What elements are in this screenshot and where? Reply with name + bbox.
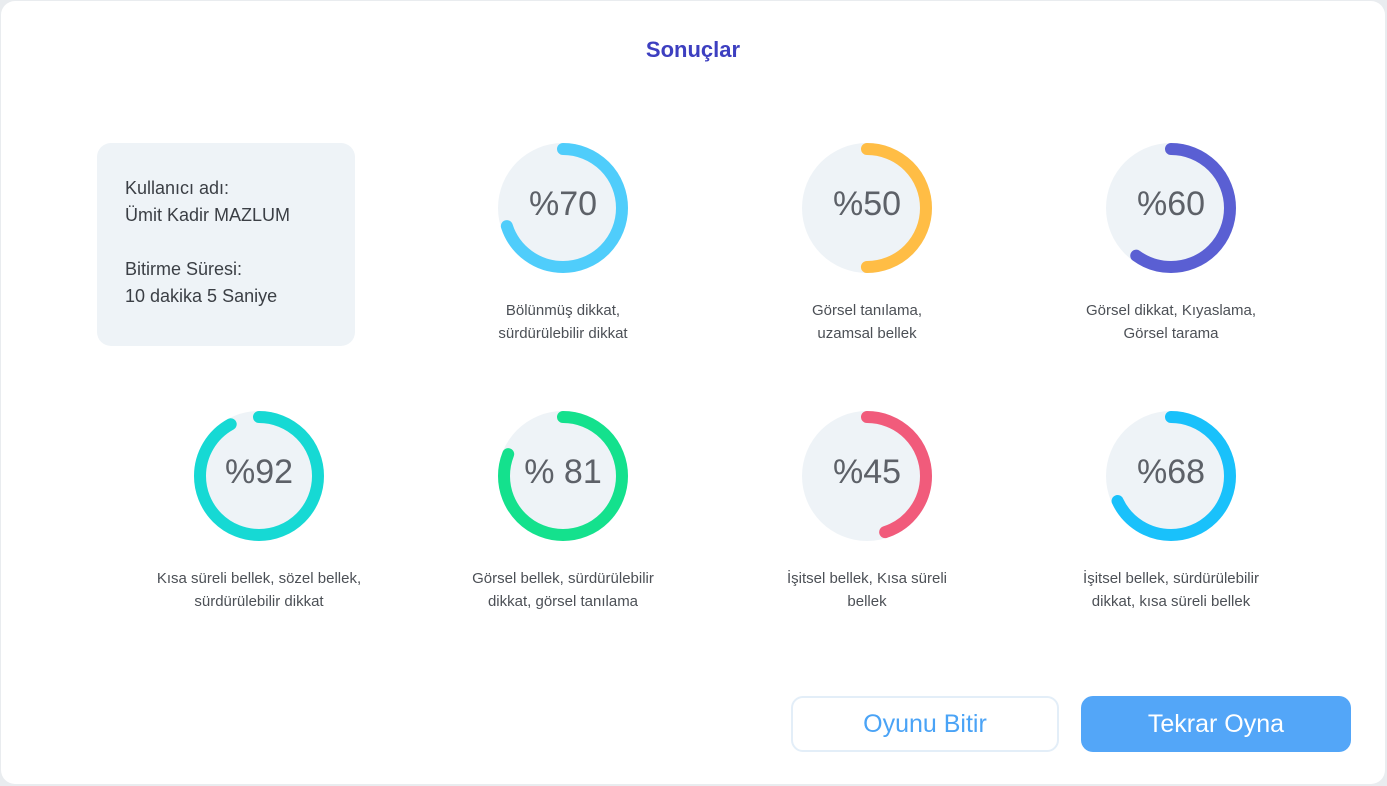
skill-description: İşitsel bellek, sürdürülebilir dikkat, k…	[1041, 567, 1301, 613]
gauge-track	[1106, 143, 1236, 273]
skill-description: Bölünmüş dikkat, sürdürülebilir dikkat	[433, 299, 693, 345]
skill-description-line: Görsel tarama	[1123, 325, 1219, 342]
gauge-track	[194, 411, 324, 541]
skill-description-line: Görsel bellek, sürdürülebilir	[472, 570, 654, 587]
skill-description: Görsel tanılama, uzamsal bellek	[737, 299, 997, 345]
username-value: Ümit Kadir MAZLUM	[125, 205, 291, 225]
finish-time-value: 10 dakika 5 Saniye	[125, 286, 278, 306]
skill-description: Kısa süreli bellek, sözel bellek, sürdür…	[129, 567, 389, 613]
progress-ring	[1106, 411, 1236, 541]
skill-description-line: dikkat, görsel tanılama	[487, 593, 639, 610]
progress-arc	[1106, 411, 1236, 541]
skill-description-line: Kısa süreli bellek, sözel bellek,	[156, 570, 362, 587]
progress-ring	[194, 411, 324, 541]
finish-time-label: Bitirme Süresi:	[125, 259, 243, 279]
score-gauge: %50 Görsel tanılama, uzamsal bellek	[737, 141, 997, 345]
score-gauge: % 81 Görsel bellek, sürdürülebilir dikka…	[433, 409, 693, 613]
skill-description: İşitsel bellek, Kısa süreli bellek	[737, 567, 997, 613]
progress-ring	[802, 411, 932, 541]
gauge-track	[802, 143, 932, 273]
page-title: Sonuçlar	[645, 37, 741, 62]
score-percent: %60	[1136, 185, 1206, 223]
skill-description-line: bellek	[847, 593, 887, 610]
progress-arc	[498, 411, 628, 541]
username-label: Kullanıcı adı:	[125, 178, 230, 198]
play-again-button[interactable]: Tekrar Oyna	[1081, 696, 1351, 752]
progress-ring	[802, 143, 932, 273]
score-percent: %45	[832, 453, 902, 491]
skill-description-line: Görsel dikkat, Kıyaslama,	[1085, 302, 1257, 319]
score-percent: %92	[224, 453, 294, 491]
score-percent: % 81	[524, 453, 602, 491]
skill-description-line: uzamsal bellek	[817, 325, 917, 342]
gauge-track	[498, 411, 628, 541]
progress-ring	[1106, 143, 1236, 273]
skill-description-line: sürdürülebilir dikkat	[498, 325, 628, 342]
gauge-track	[802, 411, 932, 541]
score-gauge: %92 Kısa süreli bellek, sözel bellek, sü…	[129, 409, 389, 613]
skill-description-line: dikkat, kısa süreli bellek	[1091, 593, 1251, 610]
score-percent: %68	[1136, 453, 1206, 491]
progress-arc	[802, 411, 932, 541]
skill-description: Görsel dikkat, Kıyaslama, Görsel tarama	[1041, 299, 1301, 345]
skill-description-line: Bölünmüş dikkat,	[505, 302, 621, 319]
progress-arc	[194, 411, 324, 541]
progress-ring	[498, 143, 628, 273]
progress-ring	[498, 411, 628, 541]
gauge-track	[1106, 411, 1236, 541]
skill-description: Görsel bellek, sürdürülebilir dikkat, gö…	[433, 567, 693, 613]
skill-description-line: İşitsel bellek, sürdürülebilir	[1083, 570, 1259, 587]
score-gauge: %45 İşitsel bellek, Kısa süreli bellek	[737, 409, 997, 613]
gauge-track	[498, 143, 628, 273]
score-gauge: %60 Görsel dikkat, Kıyaslama, Görsel tar…	[1041, 141, 1301, 345]
score-gauge: %70 Bölünmüş dikkat, sürdürülebilir dikk…	[433, 141, 693, 345]
skill-description-line: Görsel tanılama,	[811, 302, 923, 319]
progress-arc	[1106, 143, 1236, 273]
end-game-button[interactable]: Oyunu Bitir	[791, 696, 1059, 752]
user-info-card: Kullanıcı adı: Ümit Kadir MAZLUM Bitirme…	[97, 143, 355, 346]
score-gauge: %68 İşitsel bellek, sürdürülebilir dikka…	[1041, 409, 1301, 613]
score-percent: %50	[832, 185, 902, 223]
progress-arc	[802, 143, 932, 273]
progress-arc	[498, 143, 628, 273]
score-percent: %70	[528, 185, 598, 223]
skill-description-line: sürdürülebilir dikkat	[194, 593, 324, 610]
skill-description-line: İşitsel bellek, Kısa süreli	[786, 570, 948, 587]
